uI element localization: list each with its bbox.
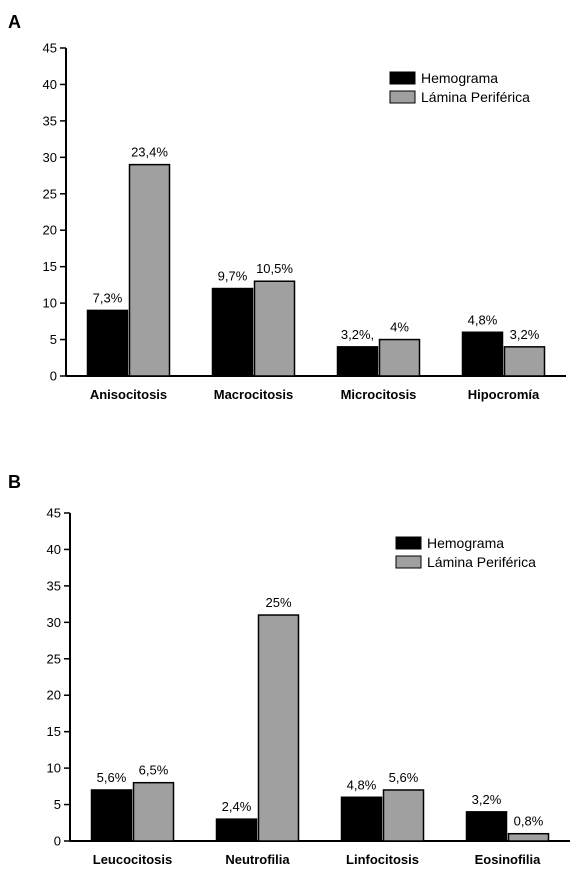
bar [336,346,379,377]
data-label: 4,8% [347,777,377,792]
y-tick-label: 30 [47,615,61,630]
legend-swatch [389,71,416,85]
legend-label: Lámina Periférica [421,89,530,105]
data-label: 3,2% [510,327,540,342]
y-tick-label: 35 [43,113,57,128]
category-label: Neutrofilia [225,852,290,867]
bar [132,781,175,842]
y-tick-label: 0 [54,834,61,849]
y-tick-label: 35 [47,578,61,593]
data-label: 25% [265,595,291,610]
legend-label: Hemograma [427,535,504,551]
bar [465,811,508,842]
bar [90,789,133,842]
data-label: 2,4% [222,799,252,814]
data-label: 5,6% [97,770,127,785]
panel-b-letter: B [8,472,21,492]
bar [382,789,425,842]
bar [211,287,254,377]
category-label: Leucocitosis [93,852,172,867]
data-label: 9,7% [218,269,248,284]
bar [507,832,550,842]
category-label: Eosinofilia [475,852,542,867]
y-tick-label: 10 [47,761,61,776]
bar [86,309,129,377]
y-tick-label: 45 [47,506,61,521]
data-label: 7,3% [93,290,123,305]
y-tick-label: 20 [47,688,61,703]
y-tick-label: 20 [43,223,57,238]
y-tick-label: 30 [43,150,57,165]
data-label: 23,4% [131,145,168,160]
bar [461,331,504,377]
data-label: 5,6% [389,770,419,785]
data-label: 6,5% [139,763,169,778]
legend-label: Hemograma [421,70,498,86]
legend-swatch [395,555,422,569]
bar [253,280,296,377]
legend-label: Lámina Periférica [427,554,536,570]
data-label: 3,2%, [341,327,374,342]
y-tick-label: 45 [43,41,57,56]
data-label: 10,5% [256,261,293,276]
legend-swatch [389,90,416,104]
chart-a: 0 5 10 15 20 25 30 35 40 45 7,3% 23,4% Anisocitosis 9… [43,41,566,402]
data-label: 4% [390,320,409,335]
data-label: 4,8% [468,312,498,327]
category-label: Microcitosis [341,387,417,402]
data-label: 0,8% [514,814,544,829]
bar [378,338,421,377]
bar [215,818,258,842]
data-label: 3,2% [472,792,502,807]
category-label: Hipocromía [468,387,540,402]
y-tick-label: 5 [50,332,57,347]
category-label: Linfocitosis [346,852,419,867]
y-tick-label: 40 [43,77,57,92]
panel-a-letter: A [8,12,21,32]
y-tick-label: 5 [54,797,61,812]
bar [257,614,300,842]
y-tick-label: 10 [43,296,57,311]
y-tick-label: 25 [47,651,61,666]
chart-b: 0 5 10 15 20 25 30 35 40 45 5,6% 6,5% Leucocitosis 2,… [47,506,570,867]
category-label: Macrocitosis [214,387,293,402]
bar [503,346,546,377]
bar [340,796,383,842]
y-tick-label: 25 [43,186,57,201]
y-tick-label: 15 [47,724,61,739]
y-tick-label: 0 [50,369,57,384]
category-label: Anisocitosis [90,387,167,402]
bar [128,163,171,377]
y-tick-label: 15 [43,259,57,274]
legend-swatch [395,536,422,550]
y-tick-label: 40 [47,542,61,557]
